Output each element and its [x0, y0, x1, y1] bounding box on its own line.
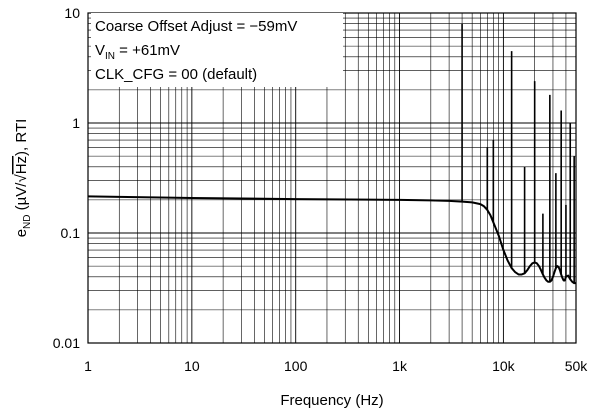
annotation-clk-cfg: CLK_CFG = 00 (default) [95, 66, 257, 83]
y-tick-labels: 0.01 0.1 1 10 [53, 5, 80, 351]
x-tick-labels: 1 10 100 1k 10k 50k [84, 358, 588, 374]
y-tick-label: 0.1 [61, 225, 81, 241]
x-tick-label: 1 [84, 358, 92, 374]
y-axis-title-sub: ND [22, 215, 33, 229]
x-axis-title: Frequency (Hz) [280, 392, 383, 409]
y-axis-title-hz: Hz [13, 156, 30, 174]
series-line [87, 195, 576, 285]
y-axis-title: eND (µV/√Hz), RTI [13, 119, 33, 238]
annotation-offset: Coarse Offset Adjust = −59mV [95, 18, 297, 35]
x-tick-label: 50k [565, 358, 589, 374]
y-axis-title-mid: (µV/√ [13, 174, 30, 215]
y-tick-label: 10 [64, 5, 80, 21]
annotation-vin: VIN = +61mV [95, 42, 180, 62]
y-axis-title-tail: ), RTI [13, 119, 30, 156]
y-tick-label: 0.01 [53, 335, 80, 351]
y-tick-label: 1 [72, 115, 80, 131]
annotation-box [91, 13, 343, 87]
series-group [87, 23, 576, 285]
x-tick-label: 10k [492, 358, 516, 374]
y-axis-title-base: e [13, 229, 30, 237]
svg-text:eND (µV/√Hz), RTI: eND (µV/√Hz), RTI [13, 119, 33, 238]
x-tick-label: 100 [284, 358, 308, 374]
x-tick-label: 10 [184, 358, 200, 374]
x-tick-label: 1k [392, 358, 408, 374]
